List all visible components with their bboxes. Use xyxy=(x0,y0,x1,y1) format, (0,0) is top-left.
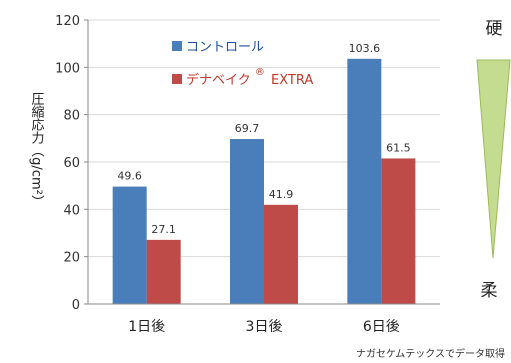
data-label: 49.6 xyxy=(117,170,142,183)
y-tick-labels: 0 20 40 60 80 100 120 xyxy=(55,14,80,313)
y-tick-label: 40 xyxy=(63,203,80,218)
legend: コントロール デナベイク ® EXTRA xyxy=(172,40,313,88)
legend-swatch-control xyxy=(172,41,182,51)
legend-label-denabake: デナベイク ® EXTRA xyxy=(186,64,313,88)
y-tick-label: 0 xyxy=(72,298,80,313)
data-label: 41.9 xyxy=(269,188,294,201)
data-labels: 49.6 27.1 69.7 41.9 103.6 61.5 xyxy=(117,42,410,236)
y-tick-label: 100 xyxy=(55,61,80,76)
y-tick-label: 80 xyxy=(63,109,80,124)
source-note: ナガセケムテックスでデータ取得 xyxy=(356,347,505,360)
bar-control-3 xyxy=(347,58,382,305)
hard-label: 硬 xyxy=(486,19,503,39)
x-category-label: 3日後 xyxy=(246,319,283,335)
data-label: 103.6 xyxy=(349,42,381,55)
bar-denabake-1 xyxy=(146,239,181,304)
data-label: 27.1 xyxy=(151,223,176,236)
bars xyxy=(112,58,416,305)
y-tick-label: 120 xyxy=(55,14,80,29)
y-tick-label: 60 xyxy=(63,156,80,171)
soft-label: 柔 xyxy=(481,281,498,301)
data-label: 69.7 xyxy=(235,122,260,135)
x-category-label: 6日後 xyxy=(363,319,400,335)
y-tick-label: 20 xyxy=(63,251,80,266)
legend-label-denabake-main: デナベイク xyxy=(186,72,251,88)
data-label: 61.5 xyxy=(386,141,411,154)
bar-denabake-2 xyxy=(264,204,298,304)
y-axis-label: 圧縮応力（g/cm²） xyxy=(29,92,45,208)
legend-label-control: コントロール xyxy=(186,40,264,55)
bar-control-1 xyxy=(112,186,147,304)
hardness-triangle xyxy=(476,59,511,259)
bar-control-2 xyxy=(230,139,264,304)
legend-label-denabake-tail: EXTRA xyxy=(271,73,313,88)
hardness-indicator: 硬 柔 xyxy=(476,19,511,301)
legend-swatch-denabake xyxy=(172,74,182,84)
x-category-label: 1日後 xyxy=(128,319,165,335)
bar-denabake-3 xyxy=(381,158,416,304)
legend-label-denabake-sup: ® xyxy=(255,67,265,78)
x-category-labels: 1日後 3日後 6日後 xyxy=(128,319,400,335)
